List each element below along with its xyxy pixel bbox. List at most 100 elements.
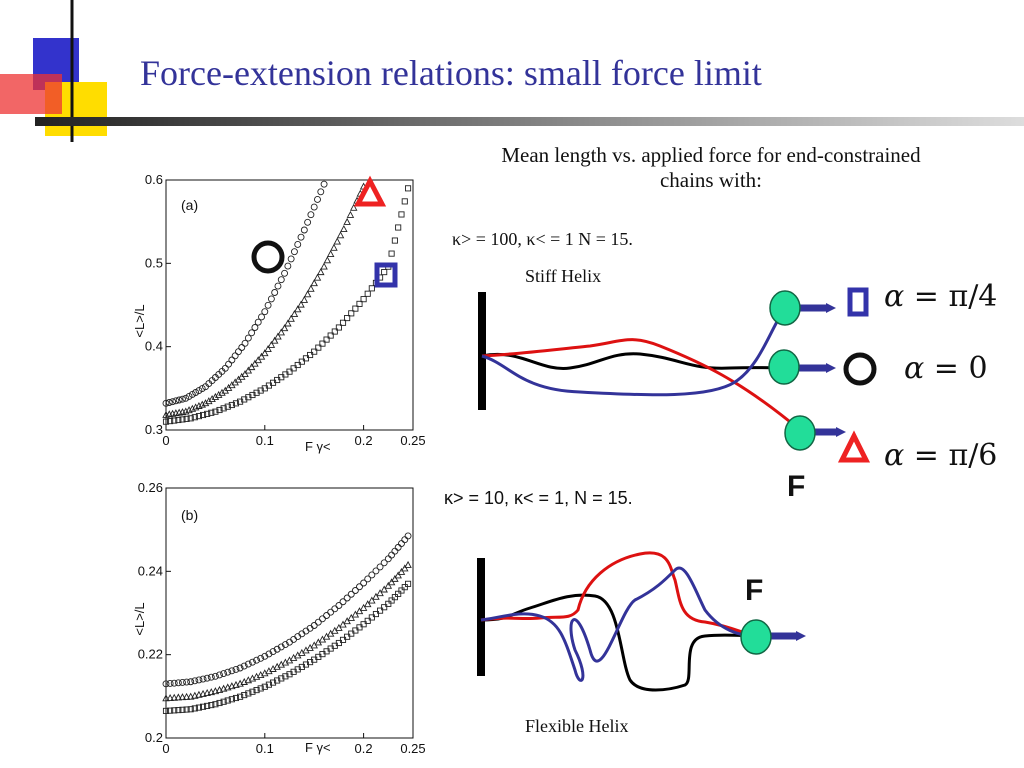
data-point-circle <box>314 195 321 203</box>
y-tick-label: 0.26 <box>138 480 163 495</box>
data-point-circle <box>404 532 412 540</box>
data-point-circle <box>216 671 223 679</box>
data-point-circle <box>351 587 359 594</box>
data-point-square <box>237 693 244 700</box>
data-point-square <box>199 411 207 419</box>
data-point-square <box>311 348 318 355</box>
data-point-square <box>183 706 190 713</box>
data-point-square <box>171 707 178 714</box>
data-point-square <box>278 675 285 682</box>
data-point-square <box>335 324 342 331</box>
data-point-square <box>175 707 182 714</box>
data-point-circle <box>175 396 183 404</box>
data-point-square <box>364 617 371 624</box>
data-point-square <box>183 415 190 422</box>
force-label-stiff: F <box>787 470 806 503</box>
data-point-circle <box>195 676 203 684</box>
data-point-square <box>253 687 260 694</box>
data-point-square <box>167 418 174 425</box>
data-point-circle <box>310 203 318 211</box>
data-point-triangle <box>387 578 396 586</box>
data-point-triangle <box>368 596 376 604</box>
data-point-square <box>388 250 395 257</box>
data-point-square <box>232 694 240 702</box>
data-point-circle <box>258 313 265 321</box>
data-point-circle <box>172 397 180 405</box>
data-point-square <box>269 679 277 686</box>
data-point-circle <box>273 645 281 653</box>
data-point-circle <box>265 650 273 658</box>
bead-flexible <box>740 619 772 655</box>
data-point-circle <box>269 648 277 656</box>
force-label-flexible: F <box>745 574 764 607</box>
alpha-triangle-icon <box>837 430 871 463</box>
data-point-circle <box>264 301 272 309</box>
data-point-circle <box>339 598 347 606</box>
data-point-square <box>187 706 194 713</box>
data-point-square <box>381 604 388 611</box>
data-point-square <box>179 416 186 423</box>
data-point-circle <box>238 344 246 351</box>
data-point-square <box>195 704 202 711</box>
data-point-triangle <box>290 310 299 318</box>
data-point-square <box>208 409 215 416</box>
data-point-square <box>401 584 408 591</box>
data-point-square <box>360 621 367 628</box>
data-point-triangle <box>261 349 269 357</box>
data-point-square <box>195 413 202 420</box>
data-point-circle <box>183 678 191 686</box>
alpha-pi4-value: π/4 <box>948 279 998 314</box>
data-point-square <box>327 332 334 339</box>
data-point-square <box>401 198 408 205</box>
plot-a-legend-markers <box>251 175 398 288</box>
y-axis-label-b: <L>/L <box>132 602 147 635</box>
data-point-circle <box>364 575 372 583</box>
data-point-circle <box>248 329 256 337</box>
data-point-circle <box>244 660 252 668</box>
data-point-circle <box>300 226 308 234</box>
data-point-square <box>360 296 367 303</box>
data-point-circle <box>277 276 285 284</box>
data-point-triangle <box>267 340 276 348</box>
x-tick-label: 0.1 <box>256 741 274 756</box>
data-point-triangle <box>343 217 351 225</box>
data-point-square <box>261 683 268 690</box>
y-tick-label: 0.4 <box>145 339 163 354</box>
data-point-triangle <box>359 603 368 611</box>
data-point-circle <box>203 674 211 682</box>
data-point-circle <box>335 602 343 609</box>
data-point-circle <box>235 348 242 356</box>
data-point-circle <box>220 670 228 678</box>
data-point-triangle <box>287 314 295 322</box>
data-point-triangle <box>320 262 328 270</box>
data-point-triangle <box>214 390 223 398</box>
data-point-circle <box>191 677 199 685</box>
data-point-square <box>364 290 371 297</box>
data-point-triangle <box>199 689 207 697</box>
data-point-triangle <box>401 564 409 572</box>
data-point-triangle <box>205 397 213 405</box>
data-point-circle <box>232 665 240 673</box>
data-point-triangle <box>339 620 347 628</box>
slide-title: Force-extension relations: small force l… <box>140 53 762 93</box>
data-point-circle <box>244 334 252 342</box>
data-point-circle <box>294 240 302 248</box>
data-point-circle <box>211 672 219 680</box>
alpha-circle-icon <box>843 352 877 386</box>
panel-label-a: (a) <box>181 197 198 213</box>
legend-triangle-icon <box>353 175 387 207</box>
plot-frame-a <box>165 179 414 431</box>
y-tick-label: 0.3 <box>145 422 163 437</box>
data-point-triangle <box>244 366 253 374</box>
x-axis-label-b: F γ< <box>305 740 331 755</box>
data-point-triangle <box>170 693 178 701</box>
data-point-triangle <box>394 571 402 579</box>
data-point-square <box>405 185 412 192</box>
data-point-triangle <box>203 688 211 696</box>
y-tick-label: 0.6 <box>145 172 163 187</box>
plot-frame-b <box>165 487 414 739</box>
data-point-square <box>395 590 402 597</box>
data-point-triangle <box>297 300 305 308</box>
data-point-square <box>204 702 211 709</box>
data-point-triangle <box>251 359 259 367</box>
